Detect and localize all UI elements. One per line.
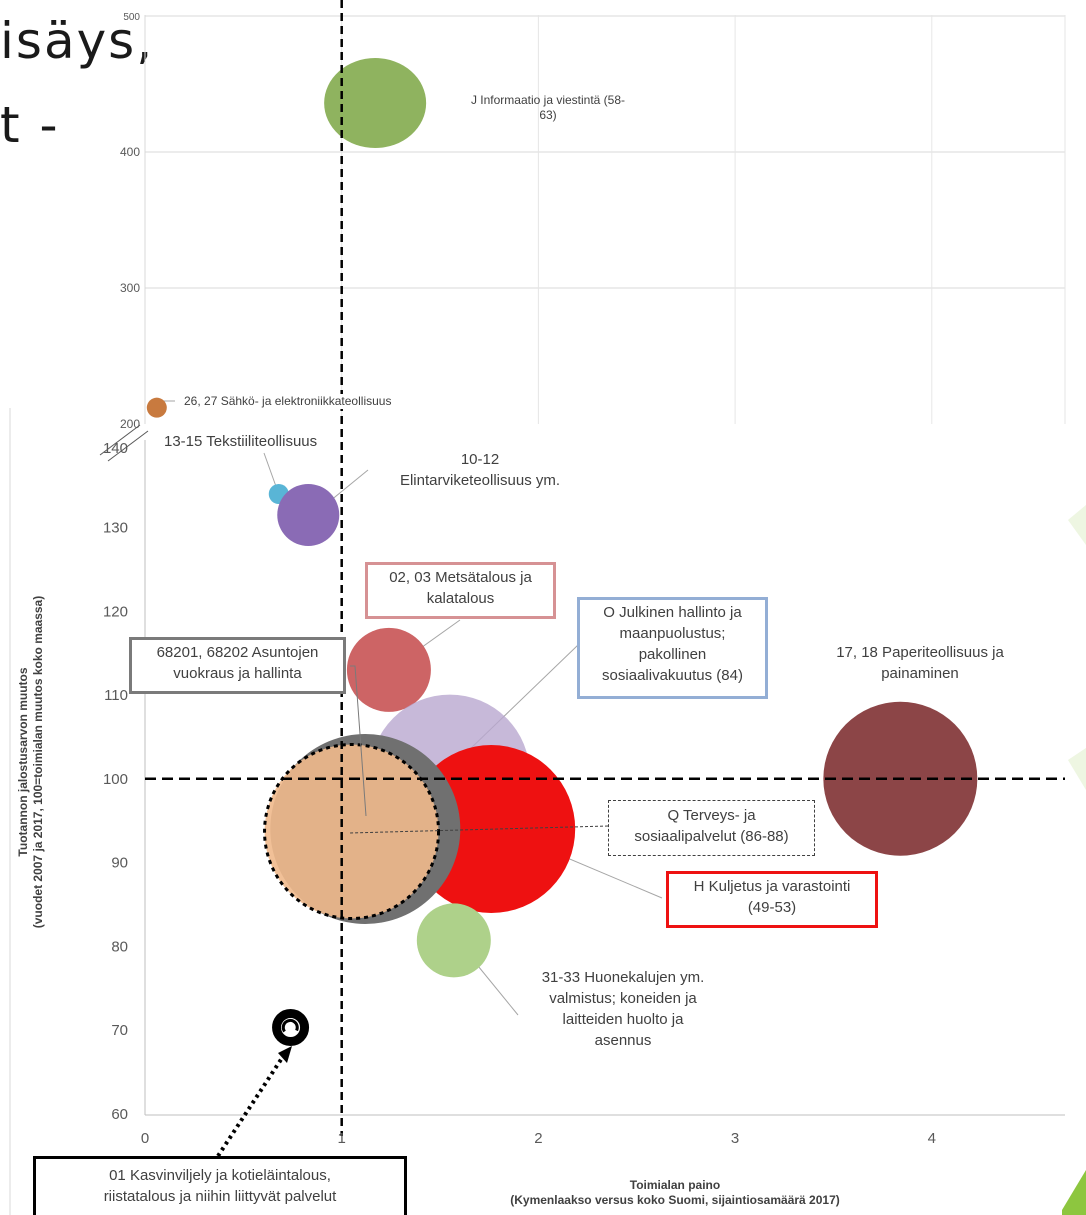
leader-kasvinviljely-arrowhead (278, 1046, 292, 1063)
decor-green-shape-2 (1068, 748, 1086, 790)
leader-terveys (349, 825, 609, 834)
y-tick-label-100: 100 (103, 771, 128, 788)
bubble-12-mark (281, 1018, 299, 1033)
bubble-10 (263, 743, 441, 921)
label-informaatio: J Informaatio ja viestintä (58- 63) (470, 93, 626, 122)
bubble-4 (277, 483, 340, 546)
label-kuljetus: H Kuljetus ja varastointi (49-53) (666, 871, 878, 928)
x-tick-label-3: 3 (731, 1130, 739, 1147)
y-tick-label-80: 80 (111, 938, 128, 955)
x-tick-label-1: 1 (338, 1130, 346, 1147)
y-tick-label-120: 120 (103, 603, 128, 620)
slide-title-fragment-1: isäys, (0, 12, 155, 70)
x-tick-label-2: 2 (534, 1130, 542, 1147)
x-axis-title: Toimialan paino (Kymenlaakso versus koko… (440, 1178, 910, 1208)
bubble-2 (146, 397, 167, 418)
bubble-11 (416, 903, 491, 978)
leader-asunto (350, 665, 367, 817)
y-tick-label-300: 300 (120, 281, 140, 295)
y-tick-label-70: 70 (111, 1022, 128, 1039)
y-axis-title: Tuotannon jalostusarvon muutos (vuodet 2… (16, 532, 48, 992)
label-terveys: Q Terveys- ja sosiaalipalvelut (86-88) (608, 800, 815, 856)
label-elintarvike: 10-12 Elintarviketeollisuus ym. (399, 451, 561, 489)
axis-break-mark-1 (99, 424, 141, 456)
decor-green-shape-3 (1062, 1170, 1086, 1215)
label-metsatalous: 02, 03 Metsätalous ja kalatalous (365, 562, 556, 619)
x-tick-label-0: 0 (141, 1130, 149, 1147)
y-tick-label-110: 110 (104, 687, 128, 704)
label-huonekalut: 31-33 Huonekalujen ym. valmistus; koneid… (541, 969, 705, 1049)
y-tick-label-140: 140 (103, 440, 128, 457)
y-tick-label-60: 60 (111, 1106, 128, 1123)
x-axis-title-sub: (Kymenlaakso versus koko Suomi, sijainti… (510, 1193, 840, 1207)
bubble-1 (324, 58, 427, 149)
label-kasvinviljely: 01 Kasvinviljely ja kotieläintalous, rii… (33, 1156, 407, 1215)
x-tick-label-4: 4 (928, 1130, 936, 1147)
decor-green-shape-1 (1068, 505, 1086, 545)
bubble-12 (272, 1008, 310, 1046)
x-axis-title-main: Toimialan paino (629, 1178, 721, 1192)
label-asuntojen-vuokraus: 68201, 68202 Asuntojen vuokraus ja halli… (129, 637, 346, 694)
label-paperiteollisuus: 17, 18 Paperiteollisuus ja painaminen (836, 644, 1004, 682)
bubble-5 (346, 627, 431, 712)
y-tick-label-200: 200 (120, 417, 140, 431)
y-axis-title-main: Tuotannon jalostusarvon muutos (16, 667, 30, 857)
axis-break-mark-2 (107, 430, 149, 462)
label-sahko: 26, 27 Sähkö- ja elektroniikkateollisuus (184, 394, 484, 409)
y-tick-label-400: 400 (120, 145, 140, 159)
y-tick-label-90: 90 (111, 855, 128, 872)
leader-kasvinviljely (216, 1056, 284, 1158)
label-julkinen-hallinto: O Julkinen hallinto ja maanpuolustus; pa… (577, 597, 768, 699)
y-tick-label-500: 500 (123, 12, 140, 23)
slide-title-fragment-2: t - (0, 96, 60, 154)
label-tekstiili: 13-15 Tekstiiliteollisuus (164, 433, 318, 450)
y-axis-title-sub: (vuodet 2007 ja 2017, 100=toimialan muut… (31, 595, 45, 929)
y-tick-label-130: 130 (103, 520, 128, 537)
